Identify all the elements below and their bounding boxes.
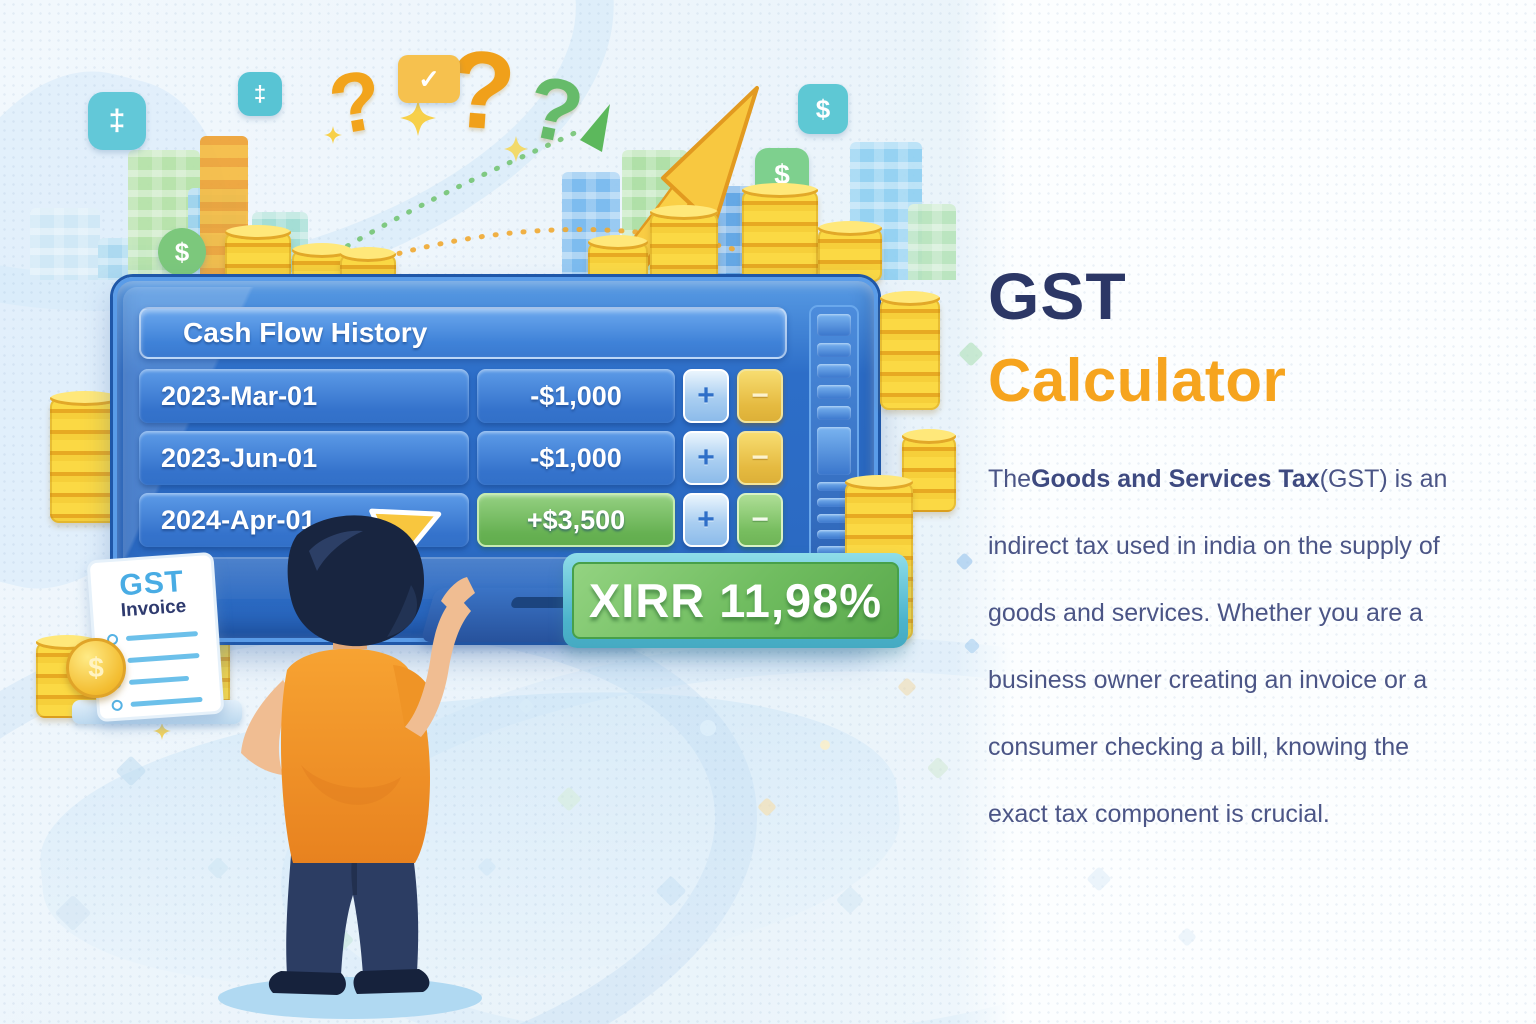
- scrollbar-segment: [817, 514, 851, 523]
- coin-stack: [588, 235, 648, 282]
- coin-stack: [50, 391, 120, 523]
- invoice-line-bar: [130, 696, 203, 707]
- currency-chip-icon: ‡: [88, 92, 146, 150]
- dollar-chip-icon: $: [798, 84, 848, 134]
- building: [30, 208, 100, 280]
- person-pants: [286, 855, 419, 975]
- coin-stack: [818, 221, 882, 282]
- amount-field[interactable]: -$1,000: [477, 369, 675, 423]
- paragraph-line: goods and services. Whether you are a: [988, 599, 1423, 627]
- scrollbar-segment: [817, 385, 851, 399]
- confetti-diamond: [835, 885, 865, 915]
- paragraph-line: exact tax component is crucial.: [988, 800, 1330, 828]
- invoice-line-bar: [125, 630, 199, 641]
- scrollbar-segment: [817, 498, 851, 507]
- question-mark-icon: ?: [518, 55, 592, 164]
- scrollbar-thumb: [817, 427, 851, 475]
- confetti-circle: [700, 720, 716, 736]
- person-hand: [441, 577, 475, 615]
- amount-field[interactable]: -$1,000: [477, 431, 675, 485]
- remove-row-button[interactable]: −: [737, 369, 783, 423]
- remove-row-button[interactable]: −: [737, 431, 783, 485]
- cash-flow-row: 2023-Mar-01 -$1,000 + −: [139, 369, 783, 423]
- paragraph-line: The Goods and Services Tax (GST) is an: [988, 446, 1536, 513]
- paragraph-line: business owner creating an invoice or a: [988, 666, 1428, 694]
- check-chip-icon: ✓: [398, 55, 460, 103]
- person-shadow: [218, 977, 482, 1019]
- confetti-circle: [820, 740, 830, 750]
- scrollbar-segment: [817, 546, 851, 555]
- invoice-line-bar: [128, 675, 190, 685]
- text-column-background: [955, 0, 1536, 1024]
- person-illustration: [218, 515, 482, 1019]
- paragraph-text: The: [988, 465, 1032, 493]
- person-left-arm: [241, 680, 293, 775]
- remove-row-button[interactable]: −: [737, 493, 783, 547]
- xirr-result-badge: XIRR 11,98%: [563, 553, 908, 648]
- coin-stack: [902, 429, 956, 512]
- coin-stack: [225, 225, 291, 282]
- intro-paragraph: The Goods and Services Tax (GST) is an i…: [988, 446, 1536, 848]
- paragraph-line: indirect tax used in india on the supply…: [988, 532, 1440, 560]
- page-title-gst: GST: [988, 259, 1127, 333]
- person-shoe: [268, 971, 346, 995]
- scrollbar-segment: [817, 406, 851, 420]
- add-row-button[interactable]: +: [683, 493, 729, 547]
- green-arrowhead-icon: [580, 104, 610, 152]
- question-mark-icon: ?: [322, 51, 390, 153]
- paragraph-bold-text: Goods and Services Tax: [1031, 465, 1320, 493]
- confetti-diamond: [926, 756, 950, 780]
- person-raised-arm: [405, 595, 471, 737]
- star-sparkle-icon: [153, 722, 171, 740]
- paragraph-text: (GST) is an: [1319, 465, 1448, 493]
- scrollbar-segment: [817, 530, 851, 539]
- confetti-diamond: [897, 677, 917, 697]
- add-row-button[interactable]: +: [683, 431, 729, 485]
- invoice-line-bar: [127, 652, 200, 663]
- building: [908, 204, 956, 280]
- confetti-diamond: [115, 755, 147, 787]
- coin-stack: [650, 205, 718, 282]
- confetti-diamond: [655, 875, 687, 907]
- star-sparkle-icon: [400, 100, 436, 136]
- coin-stack: [742, 183, 818, 282]
- date-field[interactable]: 2023-Jun-01: [139, 431, 469, 485]
- confetti-diamond: [556, 786, 582, 812]
- coin-stack: [880, 291, 940, 410]
- amount-field-positive[interactable]: +$3,500: [477, 493, 675, 547]
- gold-coin-icon: $: [66, 638, 126, 698]
- confetti-diamond: [517, 697, 535, 715]
- cash-flow-row: 2023-Jun-01 -$1,000 + −: [139, 431, 783, 485]
- add-row-button[interactable]: +: [683, 369, 729, 423]
- paragraph-line: consumer checking a bill, knowing the: [988, 733, 1410, 761]
- confetti-diamond: [757, 797, 777, 817]
- confetti-diamond: [54, 894, 92, 932]
- invoice-line: [106, 628, 205, 646]
- scrollbar-segment: [817, 482, 851, 491]
- scrollbar-segment: [817, 343, 851, 357]
- xirr-result-text: XIRR 11,98%: [572, 562, 899, 639]
- scrollbar-segment: [817, 314, 851, 336]
- invoice-line: [111, 693, 209, 712]
- bullet-circle-icon: [111, 699, 124, 712]
- panel-title: Cash Flow History: [139, 307, 787, 359]
- gst-invoice-card: GST Invoice: [86, 551, 225, 723]
- person-shirt: [280, 648, 431, 863]
- dollar-coin-icon: $: [158, 228, 206, 276]
- page-title-calculator: Calculator: [988, 347, 1287, 414]
- person-shoe: [353, 969, 430, 994]
- cash-flow-panel: Cash Flow History 2023-Mar-01 -$1,000 + …: [113, 277, 878, 642]
- scrollbar-segment: [817, 364, 851, 378]
- date-field[interactable]: 2023-Mar-01: [139, 369, 469, 423]
- currency-chip-icon: ‡: [238, 72, 282, 116]
